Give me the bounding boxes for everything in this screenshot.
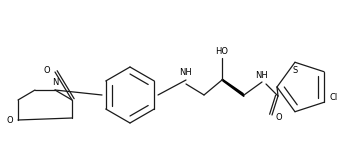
Text: Cl: Cl bbox=[330, 93, 338, 102]
Text: O: O bbox=[44, 66, 50, 75]
Text: NH: NH bbox=[180, 67, 192, 76]
Text: O: O bbox=[7, 115, 13, 124]
Polygon shape bbox=[222, 79, 244, 96]
Text: N: N bbox=[52, 77, 58, 86]
Text: NH: NH bbox=[256, 71, 268, 80]
Text: S: S bbox=[292, 66, 298, 75]
Text: HO: HO bbox=[215, 47, 229, 56]
Text: O: O bbox=[276, 113, 282, 122]
